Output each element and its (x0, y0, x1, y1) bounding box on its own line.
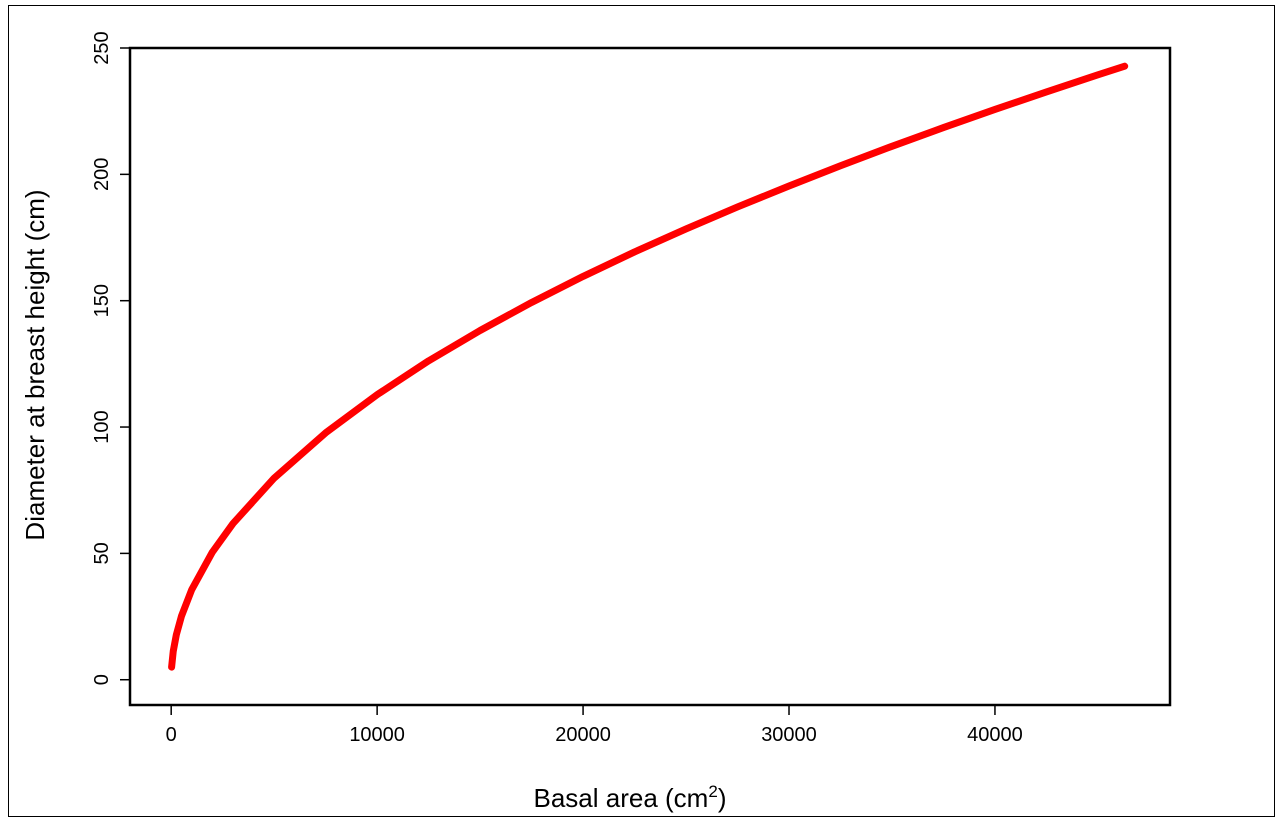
x-axis-title-suffix: ) (718, 783, 727, 813)
x-tick-label: 0 (166, 724, 177, 746)
chart-frame (8, 5, 1275, 817)
x-tick-label: 10000 (349, 724, 405, 746)
plot-layer: 0 10000 20000 30000 40000 0 50 100 150 200 250 (91, 31, 1172, 746)
y-tick-label: 50 (91, 542, 113, 564)
series-line (168, 62, 1129, 671)
y-axis-title: Diameter at breast height (cm) (20, 189, 50, 540)
x-axis-title-superscript: 2 (708, 782, 717, 801)
x-tick-label: 20000 (555, 724, 611, 746)
x-axis-title-main: Basal area (cm (534, 783, 709, 813)
x-tick-label: 40000 (967, 724, 1023, 746)
y-tick-label: 200 (91, 158, 113, 191)
y-tick-label: 100 (91, 410, 113, 443)
y-tick-label: 250 (91, 31, 113, 64)
x-tick-label: 30000 (761, 724, 817, 746)
plot-area-border (128, 46, 1172, 707)
y-tick-label: 0 (91, 674, 113, 685)
y-tick-label: 150 (91, 284, 113, 317)
x-axis-title: Basal area (cm2) (534, 782, 727, 813)
